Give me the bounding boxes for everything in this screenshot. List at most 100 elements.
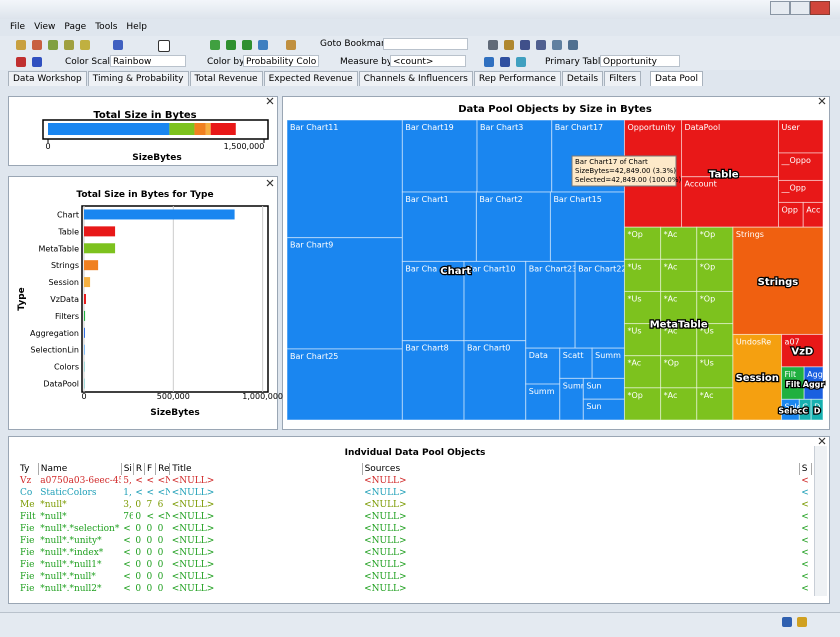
bar-segment [48,123,169,135]
cell-clip: *Us [700,359,714,368]
cell-label: Sun [586,402,601,411]
cell-clip: a07 [785,337,800,346]
cell-clip: Bar Chart15 [553,195,601,204]
table-cell: < [144,511,155,523]
cell-clip: *Ac [664,294,678,303]
cell-label: *Us [700,359,714,368]
table-cell: Fie [18,559,38,571]
column-header[interactable]: F [144,463,155,475]
x-tick-label: 0 [81,392,86,401]
table-cell: <NULL> [170,475,362,487]
table-cell: <NULL> [170,499,362,511]
cell-label: *Ac [664,294,678,303]
x-axis-label: SizeBytes [132,153,181,163]
y-tick-label: VzData [50,295,79,304]
y-tick-label: Table [57,227,79,236]
column-header[interactable]: Re [156,463,170,475]
cell-clip: Acc [806,205,820,214]
cell-clip: *Ac [664,391,678,400]
bar-segment [169,123,194,135]
cell-clip: Aggr [807,370,827,379]
table-cell: *null*.*null1* [38,559,121,571]
cell-clip: *Op [700,230,715,239]
treemap-title: Data Pool Objects by Size in Bytes [458,104,652,115]
cell-clip: Bar Chart8 [405,344,448,353]
cell-clip: *Ac [664,230,678,239]
cell-clip: *Us [627,294,641,303]
bar-segment [194,123,205,135]
tooltip-line: Selected=42,849.00 (100.0%) [575,176,681,184]
table-cell: < [799,547,811,559]
table-cell: *null* [38,511,121,523]
table-cell: < [133,475,144,487]
cell-clip: *Ac [700,391,714,400]
table-cell: 0 [133,547,144,559]
tooltip-line: SizeBytes=42,849.00 (3.3%) [575,167,676,175]
table-cell: < [121,523,133,535]
table-cell: < [799,499,811,511]
table-cell: *null* [38,499,121,511]
column-header[interactable]: Name [38,463,121,475]
cell-label: Strings [736,230,764,239]
group-label: Session [736,373,779,384]
cell-label: *Op [627,230,642,239]
cell-clip: Opportunity [627,123,675,132]
cell-clip: Filt [785,370,797,379]
cell-label: DataPool [685,123,721,132]
table-cell: < [799,523,811,535]
column-header[interactable]: S [799,463,811,475]
table-cell: 0 [133,571,144,583]
column-header[interactable]: Ty [18,463,38,475]
cell-clip: Opp [782,205,798,214]
table-cell: 0 [133,559,144,571]
table-cell: Filt [18,511,38,523]
table-cell: Co [18,487,38,499]
group-label: MetaTable [650,320,708,331]
cell-clip: *Ac [627,359,641,368]
cell-clip: Scatt [563,351,584,360]
column-header[interactable]: Title [170,463,362,475]
column-header[interactable]: R [133,463,144,475]
table-cell: 0 [133,511,144,523]
table-cell: < [144,487,155,499]
cell-label: Bar Chart11 [290,123,338,132]
table-cell: < [121,583,133,595]
bar [84,294,86,304]
table-cell: <NULL> [170,571,362,583]
cell-clip: __Opp [781,183,806,192]
column-header[interactable]: Sources [362,463,799,475]
table-cell: 0 [144,547,155,559]
cell-label: Summ [529,387,555,396]
cell-label: *Us [627,262,641,271]
cell-clip: Bar Chart23 [529,264,577,273]
table-cell: <NULL> [362,499,799,511]
table-cell: < [121,535,133,547]
y-tick-label: MetaTable [38,244,79,253]
y-tick-label: Filters [55,312,79,321]
table-cell: < [121,559,133,571]
table-cell: 6 [156,499,170,511]
table-cell: <NULL> [362,583,799,595]
cell-clip: Sun [586,402,601,411]
cell-clip: DataPool [685,123,721,132]
cell-label: Bar Chart17 [555,123,603,132]
cell-clip: *Op [700,262,715,271]
bar [84,328,85,338]
y-tick-label: SelectionLin [30,346,79,355]
cell-label: Bar Chart10 [467,264,515,273]
cell-label: *Ac [664,391,678,400]
column-header[interactable]: Si [121,463,133,475]
cell-label: Opp [782,205,798,214]
table-cell: Fie [18,547,38,559]
